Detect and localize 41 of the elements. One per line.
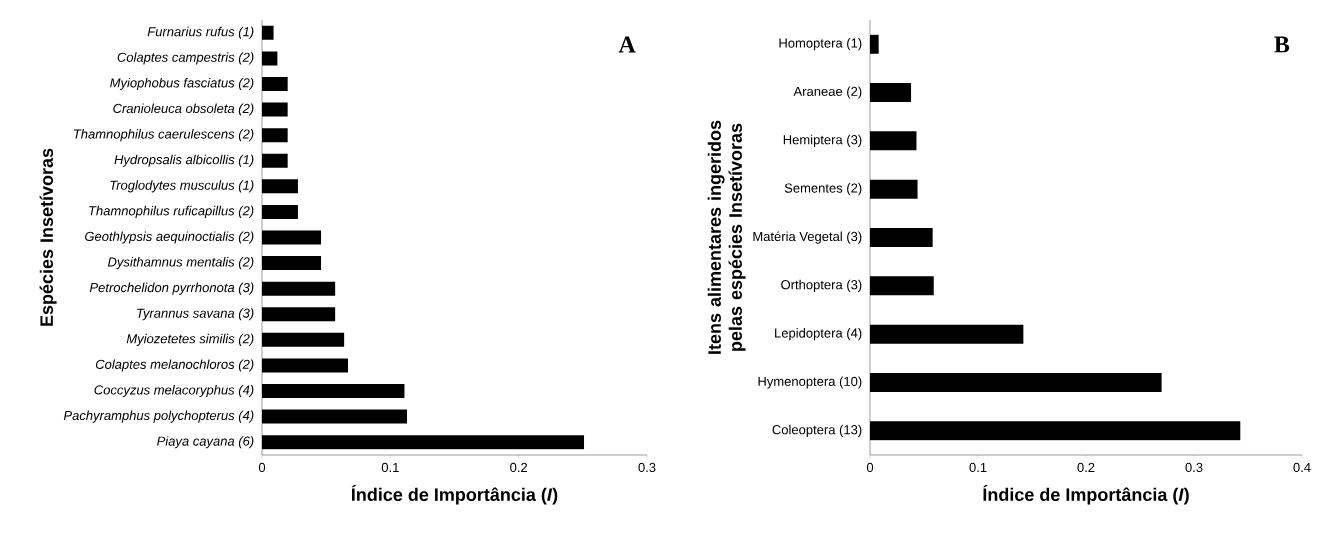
- y-tick-label: Cranioleuca obsoleta (2): [113, 103, 254, 116]
- y-tick-label: Myiophobus fasciatus (2): [110, 77, 254, 91]
- y-tick-label: Lepidoptera (4): [775, 328, 862, 341]
- x-axis-title: Índice de Importância (I): [351, 484, 558, 505]
- y-tick-label: Pachyramphus polychopterus (4): [63, 410, 254, 423]
- x-tick-label: 0.3: [1185, 462, 1203, 473]
- y-tick-label: Furnarius rufus (1): [147, 26, 254, 39]
- x-tick-label: 0.4: [1293, 462, 1311, 473]
- y-tick-label: Hymenoptera (10): [758, 376, 862, 389]
- annotation: A: [618, 36, 636, 53]
- y-tick-label: Orthoptera (3): [781, 279, 862, 292]
- y-tick-label: Hemiptera (3): [783, 134, 862, 147]
- y-tick-label: Piaya cayana (6): [157, 436, 254, 449]
- y-tick-label: Hydropsalis albicollis (1): [114, 154, 254, 167]
- y-tick-label: Matéria Vegetal (3): [753, 231, 862, 244]
- y-tick-label: Petrochelidon pyrrhonota (3): [89, 282, 254, 295]
- annotation: B: [1274, 36, 1290, 53]
- y-tick-label: Colaptes melanochloros (2): [95, 359, 254, 372]
- y-tick-label: Thamnophilus ruficapillus (2): [89, 205, 254, 218]
- y-axis-title: Itens alimentares ingeridos pelas espécies Insetívoras: [707, 120, 746, 354]
- y-tick-label: Sementes (2): [784, 183, 862, 196]
- y-tick-label: Homoptera (1): [779, 38, 862, 51]
- x-tick-label: 0.2: [510, 462, 528, 473]
- y-tick-label: Geothlypsis aequinoctialis (2): [85, 231, 254, 244]
- x-axis-title: Índice de Importância (I): [983, 484, 1189, 505]
- y-tick-label: Dysithamnus mentalis (2): [107, 257, 254, 270]
- y-tick-label: Coccyzus melacoryphus (4): [94, 384, 254, 398]
- y-tick-label: Troglodytes musculus (1): [110, 180, 254, 193]
- x-tick-label: 0.1: [381, 462, 399, 473]
- y-tick-label: Araneae (2): [793, 86, 862, 99]
- x-tick-label: 0: [258, 462, 266, 473]
- y-tick-label: Myiozetetes similis (2): [126, 333, 254, 346]
- x-tick-label: 0.1: [969, 462, 987, 473]
- y-tick-label: Tyrannus savana (3): [137, 308, 254, 321]
- y-tick-label: Colaptes campestris (2): [117, 52, 254, 65]
- x-tick-label: 0.3: [638, 462, 656, 473]
- y-tick-label: Thamnophilus caerulescens (2): [73, 129, 254, 142]
- x-tick-label: 0.2: [1077, 462, 1095, 473]
- y-axis-title: Espécies Insetívoras: [39, 148, 57, 326]
- x-tick-label: 0: [866, 462, 874, 473]
- y-tick-label: Coleoptera (13): [772, 424, 862, 437]
